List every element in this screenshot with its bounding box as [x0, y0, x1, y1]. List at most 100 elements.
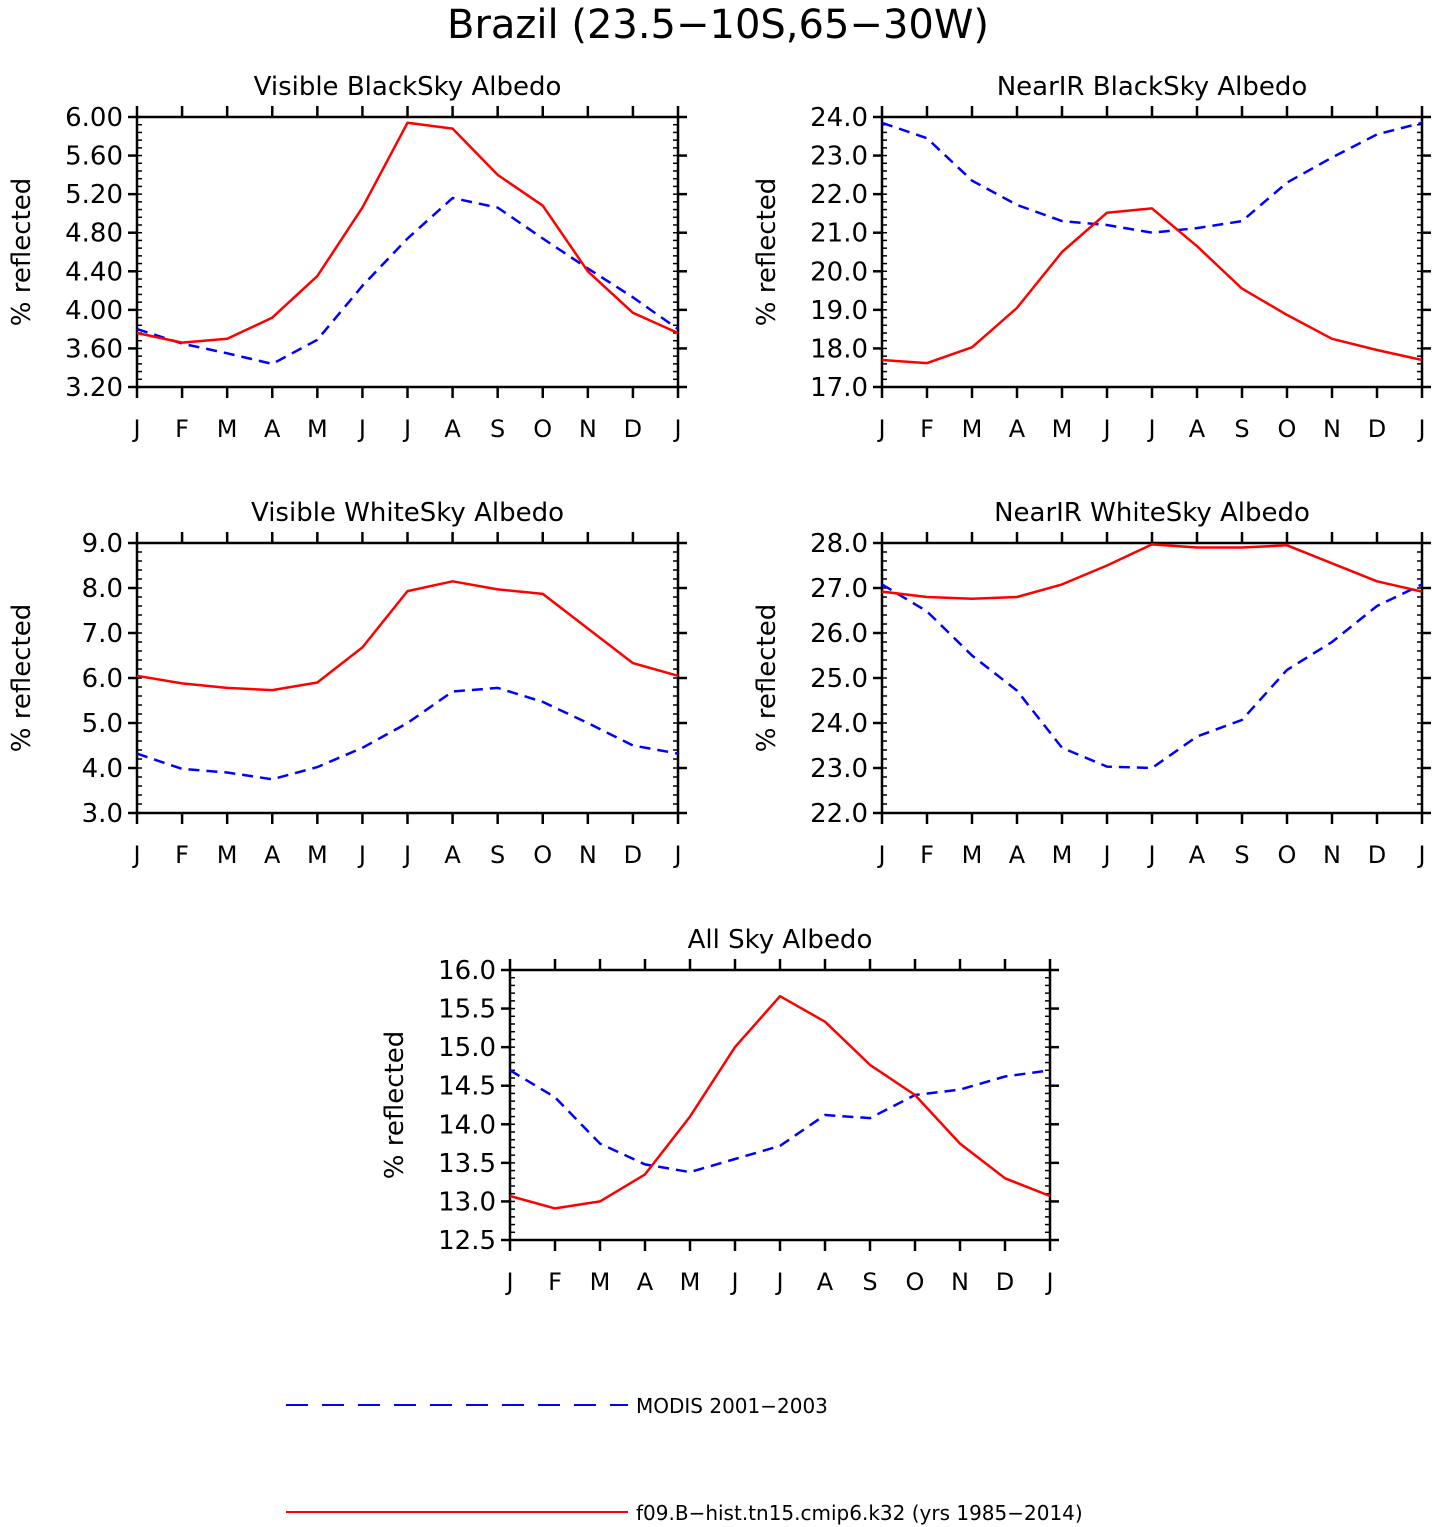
x-tick-label: M — [307, 841, 328, 869]
x-tick-label: F — [920, 841, 934, 869]
y-tick-label: 3.0 — [82, 799, 123, 829]
legend-model-label: f09.B−hist.tn15.cmip6.k32 (yrs 1985−2014… — [636, 1501, 1083, 1525]
x-tick-label: J — [876, 841, 885, 869]
series-line-model — [509, 994, 1051, 1210]
panel-title: Visible WhiteSky Albedo — [251, 498, 564, 528]
x-tick-label: J — [1101, 841, 1110, 869]
x-tick-label: J — [131, 415, 140, 443]
x-tick-label: M — [1052, 841, 1073, 869]
y-tick-label: 14.5 — [438, 1072, 496, 1102]
x-tick-label: J — [774, 1268, 783, 1296]
x-tick-label: J — [402, 841, 411, 869]
legend: MODIS 2001−2003 f09.B−hist.tn15.cmip6.k3… — [286, 1394, 1083, 1525]
x-tick-label: S — [490, 841, 505, 869]
panel-title: Visible BlackSky Albedo — [254, 72, 562, 102]
x-tick-label: J — [1044, 1268, 1053, 1296]
x-tick-label: J — [1416, 415, 1425, 443]
plot-frame — [135, 541, 680, 815]
x-tick-label: A — [444, 841, 461, 869]
y-tick-label: 15.5 — [438, 995, 496, 1025]
y-tick-label: 14.0 — [438, 1110, 496, 1140]
x-tick-label: D — [624, 415, 642, 443]
plot-frame — [508, 968, 1052, 1242]
panel-title: NearIR BlackSky Albedo — [997, 72, 1308, 102]
plot-frame — [880, 115, 1424, 389]
y-tick-label: 22.0 — [810, 180, 868, 210]
x-tick-label: J — [131, 841, 140, 869]
x-tick-label: A — [637, 1268, 654, 1296]
y-tick-label: 15.0 — [438, 1033, 496, 1063]
y-tick-label: 5.0 — [82, 709, 123, 739]
x-tick-label: N — [1323, 841, 1341, 869]
y-tick-label: 4.00 — [65, 296, 123, 326]
x-tick-label: J — [504, 1268, 513, 1296]
y-tick-label: 28.0 — [810, 529, 868, 559]
x-tick-label: M — [590, 1268, 611, 1296]
series-line-modis — [881, 121, 1423, 234]
x-tick-label: M — [307, 415, 328, 443]
y-tick-label: 7.0 — [82, 619, 123, 649]
y-axis-label: % reflected — [752, 604, 782, 752]
x-tick-label: J — [672, 415, 681, 443]
y-tick-label: 24.0 — [810, 103, 868, 133]
x-tick-label: F — [175, 841, 189, 869]
x-tick-label: M — [217, 415, 238, 443]
x-tick-label: O — [533, 415, 552, 443]
x-tick-label: N — [579, 415, 597, 443]
series-line-modis — [881, 583, 1423, 770]
x-tick-label: J — [357, 841, 366, 869]
x-tick-label: D — [996, 1268, 1014, 1296]
x-tick-label: D — [1368, 415, 1386, 443]
y-tick-label: 9.0 — [82, 529, 123, 559]
y-tick-label: 6.00 — [65, 103, 123, 133]
y-axis-label: % reflected — [7, 604, 37, 752]
x-tick-label: F — [548, 1268, 562, 1296]
y-tick-label: 17.0 — [810, 373, 868, 403]
x-tick-label: A — [1009, 841, 1026, 869]
plot-frame — [135, 115, 680, 389]
y-tick-label: 4.80 — [65, 219, 123, 249]
x-tick-label: J — [1146, 841, 1155, 869]
series-line-model — [881, 543, 1423, 601]
series-line-model — [136, 580, 679, 692]
x-tick-label: J — [876, 415, 885, 443]
y-tick-label: 23.0 — [810, 142, 868, 172]
x-tick-label: A — [817, 1268, 834, 1296]
y-tick-label: 24.0 — [810, 709, 868, 739]
y-tick-label: 6.0 — [82, 664, 123, 694]
y-tick-label: 26.0 — [810, 619, 868, 649]
x-tick-label: M — [962, 415, 983, 443]
y-tick-label: 4.40 — [65, 257, 123, 287]
panel-title: NearIR WhiteSky Albedo — [994, 498, 1310, 528]
y-tick-label: 16.0 — [438, 956, 496, 986]
x-tick-label: A — [264, 415, 281, 443]
y-tick-label: 5.60 — [65, 142, 123, 172]
y-axis-label: % reflected — [380, 1031, 410, 1179]
panel-title: All Sky Albedo — [688, 925, 873, 955]
legend-modis-label: MODIS 2001−2003 — [636, 1394, 828, 1418]
x-tick-label: J — [357, 415, 366, 443]
y-tick-label: 3.60 — [65, 334, 123, 364]
figure-title: Brazil (23.5−10S,65−30W) — [447, 2, 989, 48]
x-tick-label: O — [1278, 415, 1297, 443]
x-tick-label: O — [1278, 841, 1297, 869]
y-tick-label: 25.0 — [810, 664, 868, 694]
x-tick-label: J — [1101, 415, 1110, 443]
x-tick-label: M — [1052, 415, 1073, 443]
y-tick-label: 3.20 — [65, 373, 123, 403]
x-tick-label: J — [672, 841, 681, 869]
x-tick-label: S — [1234, 841, 1249, 869]
y-tick-label: 13.0 — [438, 1187, 496, 1217]
x-tick-label: F — [920, 415, 934, 443]
y-tick-label: 13.5 — [438, 1149, 496, 1179]
x-tick-label: M — [680, 1268, 701, 1296]
y-tick-label: 27.0 — [810, 574, 868, 604]
y-tick-label: 23.0 — [810, 754, 868, 784]
series-line-modis — [136, 686, 679, 781]
x-tick-label: S — [862, 1268, 877, 1296]
